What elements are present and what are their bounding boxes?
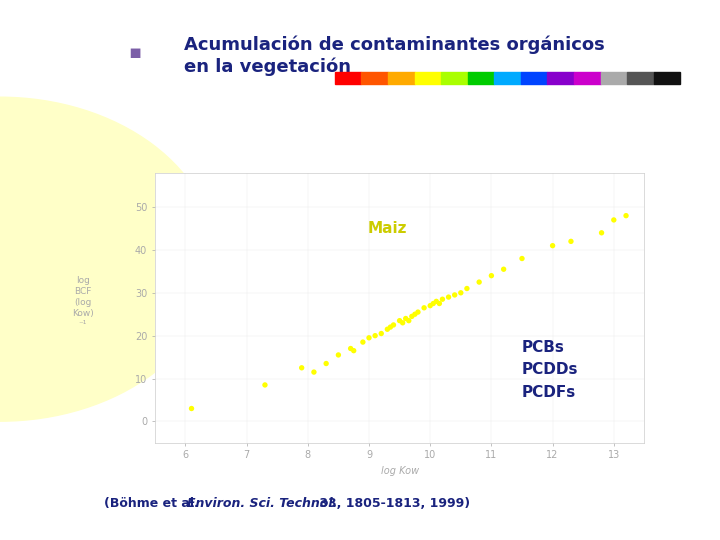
Point <box>397 319 408 327</box>
Point <box>461 284 472 293</box>
Point <box>384 323 396 332</box>
Point <box>596 228 608 237</box>
Point <box>348 346 359 355</box>
Point <box>403 316 415 325</box>
Point <box>436 295 448 303</box>
Point <box>406 312 418 321</box>
Point <box>369 332 381 340</box>
Text: log
BCF
(log
Kow)
⁻¹: log BCF (log Kow) ⁻¹ <box>72 276 94 329</box>
Point <box>382 325 393 334</box>
Point <box>357 338 369 346</box>
Point <box>409 310 420 319</box>
Text: Maiz: Maiz <box>368 221 407 236</box>
Point <box>431 297 442 306</box>
Point <box>186 404 197 413</box>
Text: PCBs
PCDDs
PCDFs: PCBs PCDDs PCDFs <box>522 340 578 400</box>
Point <box>433 299 445 308</box>
Point <box>620 211 632 220</box>
Point <box>333 350 344 359</box>
Point <box>345 344 356 353</box>
Point <box>296 363 307 372</box>
Point <box>320 359 332 368</box>
Point <box>455 288 467 297</box>
Point <box>394 316 405 325</box>
Point <box>259 381 271 389</box>
Point <box>516 254 528 263</box>
Point <box>443 293 454 301</box>
Point <box>485 271 497 280</box>
Point <box>474 278 485 286</box>
Point <box>376 329 387 338</box>
Text: 33, 1805-1813, 1999): 33, 1805-1813, 1999) <box>315 497 470 510</box>
Point <box>498 265 510 274</box>
Point <box>308 368 320 376</box>
Point <box>608 215 619 224</box>
Point <box>413 308 424 316</box>
Point <box>388 321 400 329</box>
Text: (Böhme et al.: (Böhme et al. <box>104 497 204 510</box>
Text: ▪: ▪ <box>129 43 142 62</box>
Point <box>565 237 577 246</box>
Text: Environ. Sci. Technol.: Environ. Sci. Technol. <box>187 497 338 510</box>
Text: Acumulación de contaminantes orgánicos
en la vegetación: Acumulación de contaminantes orgánicos e… <box>184 35 604 76</box>
Point <box>364 334 375 342</box>
Point <box>418 303 430 312</box>
Point <box>428 299 439 308</box>
Point <box>449 291 461 299</box>
Point <box>425 301 436 310</box>
X-axis label: log Kow: log Kow <box>381 466 418 476</box>
Point <box>547 241 559 250</box>
Point <box>400 314 412 323</box>
